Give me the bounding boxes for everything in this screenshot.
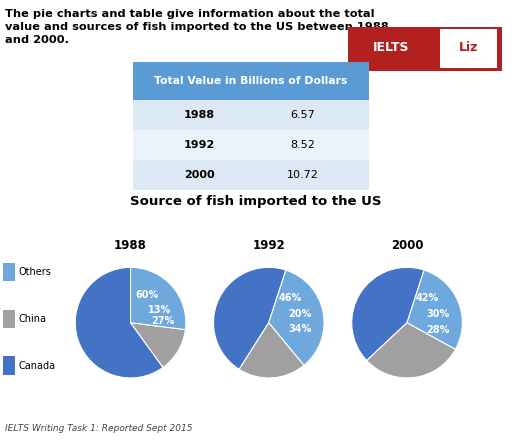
Text: Source of fish imported to the US: Source of fish imported to the US (130, 194, 382, 208)
Text: IELTS: IELTS (373, 41, 410, 54)
Text: IELTS Writing Task 1: Reported Sept 2015: IELTS Writing Task 1: Reported Sept 2015 (5, 424, 193, 433)
Text: Liz: Liz (459, 41, 478, 54)
Text: 27%: 27% (151, 316, 174, 326)
Title: 2000: 2000 (391, 240, 423, 252)
Text: 20%: 20% (288, 309, 311, 319)
Text: 2000: 2000 (184, 170, 215, 180)
Wedge shape (239, 323, 304, 378)
Bar (133, 130, 369, 160)
Bar (133, 62, 369, 100)
Wedge shape (131, 323, 185, 367)
Text: 10.72: 10.72 (287, 170, 318, 180)
Text: 30%: 30% (426, 309, 450, 320)
Bar (133, 100, 369, 130)
Wedge shape (407, 270, 462, 349)
Text: 1988: 1988 (183, 110, 215, 120)
Text: The pie charts and table give information about the total
value and sources of f: The pie charts and table give informatio… (5, 9, 389, 45)
Text: Total Value in Billions of Dollars: Total Value in Billions of Dollars (154, 76, 348, 86)
Text: 1992: 1992 (183, 140, 215, 150)
Text: Others: Others (18, 267, 51, 277)
Wedge shape (131, 267, 186, 330)
Wedge shape (75, 267, 163, 378)
Bar (133, 160, 369, 190)
Wedge shape (214, 267, 286, 370)
Wedge shape (352, 267, 424, 361)
Title: 1988: 1988 (114, 240, 147, 252)
Bar (3, 263, 14, 282)
Wedge shape (269, 270, 324, 365)
Text: 8.52: 8.52 (290, 140, 315, 150)
Text: 46%: 46% (278, 293, 302, 304)
Title: 1992: 1992 (252, 240, 285, 252)
Text: 6.57: 6.57 (290, 110, 315, 120)
Text: 28%: 28% (426, 325, 450, 335)
Text: Canada: Canada (18, 361, 56, 371)
Text: 13%: 13% (148, 305, 172, 315)
Text: 34%: 34% (289, 324, 312, 334)
Bar (3, 356, 14, 375)
Text: 60%: 60% (135, 290, 158, 300)
Bar (3, 310, 14, 328)
Bar (440, 29, 497, 68)
Text: China: China (18, 314, 47, 324)
Wedge shape (367, 323, 456, 378)
Text: 42%: 42% (416, 293, 439, 303)
